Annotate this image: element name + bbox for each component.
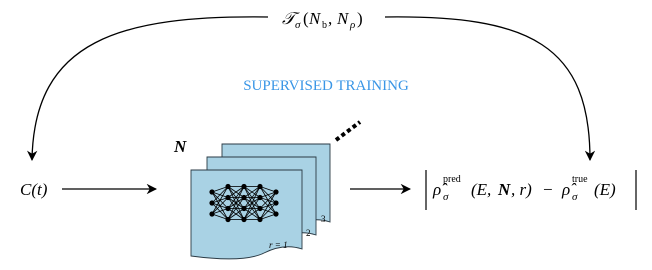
node (257, 206, 262, 211)
args: (E, (471, 180, 491, 199)
node (225, 206, 230, 211)
node (225, 217, 230, 222)
node (209, 211, 214, 216)
sub: σ (572, 191, 578, 203)
sub: ρ (349, 19, 355, 31)
node (225, 195, 230, 200)
diagram: 𝒯 σ ( N b , N ρ ) SUPERVISED TRAINING C(… (0, 0, 652, 270)
training-label: SUPERVISED TRAINING (243, 78, 409, 94)
node (241, 217, 246, 222)
sup: true (572, 174, 588, 185)
args: (E) (594, 180, 616, 199)
node (273, 189, 278, 194)
paren: ) (357, 9, 363, 28)
sub: b (322, 20, 327, 31)
var: N (497, 180, 511, 199)
node (241, 184, 246, 189)
sheet-label: 3 (321, 214, 326, 224)
node (273, 200, 278, 205)
node (225, 184, 230, 189)
arrow (32, 17, 268, 160)
sheet-label: 2 (306, 228, 311, 238)
node (241, 206, 246, 211)
symbol-sub: σ (295, 19, 301, 31)
output-formula: ρ̂ σ pred (E, N , r) − ρ̂ σ true (E) (426, 170, 636, 210)
sub: σ (443, 191, 449, 203)
sheet-label: r = 1 (269, 240, 288, 250)
sep: , (328, 9, 332, 28)
ellipsis (336, 122, 360, 140)
node (273, 211, 278, 216)
stack-label: N (173, 137, 187, 156)
node (241, 195, 246, 200)
args: , r) (511, 180, 532, 199)
node (209, 200, 214, 205)
node (257, 184, 262, 189)
node (209, 189, 214, 194)
node (257, 195, 262, 200)
input-label: C(t) (20, 180, 48, 199)
sup: pred (443, 174, 461, 185)
node (257, 217, 262, 222)
minus: − (543, 180, 553, 199)
var: N (308, 9, 322, 28)
var: N (336, 9, 350, 28)
top-label: 𝒯 σ ( N b , N ρ ) (282, 9, 363, 31)
arrow (385, 17, 590, 160)
